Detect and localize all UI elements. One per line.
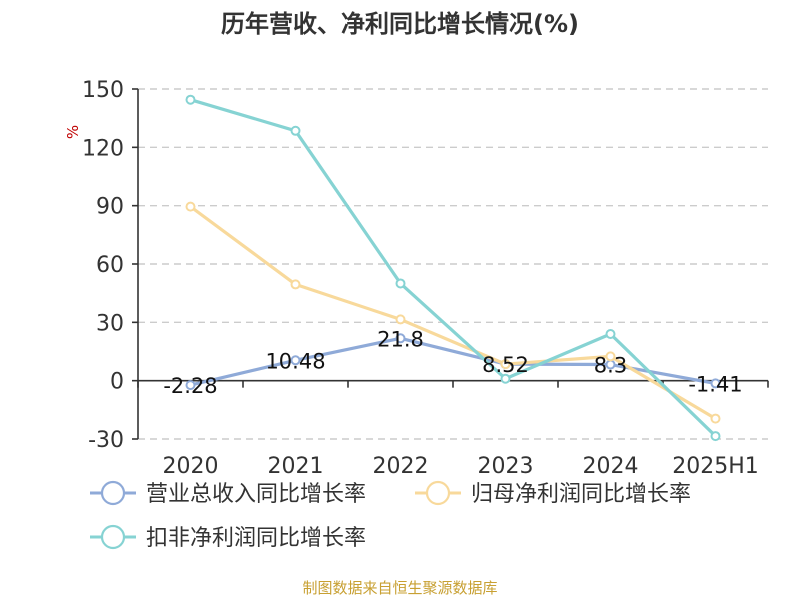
series-2 [185,94,721,442]
data-point [605,351,616,362]
data-point [710,378,721,389]
legend-marker [100,524,126,550]
x-tick-label: 2020 [163,454,219,479]
legend-item: 扣非净利润同比增长率 [90,524,366,551]
legend-item: 营业总收入同比增长率 [90,480,366,507]
y-tick-label: 60 [96,253,124,278]
data-point [185,201,196,212]
source-note: 制图数据来自恒生聚源数据库 [302,579,497,597]
x-tick-label: 2024 [583,454,639,479]
legend-label: 扣非净利润同比增长率 [146,526,366,551]
y-tick-label: 0 [110,370,124,395]
data-point [395,278,406,289]
data-label: 10.48 [265,349,325,373]
data-label: 21.8 [377,327,424,351]
data-label: -1.41 [688,372,742,396]
data-label: -2.28 [163,374,217,398]
data-labels: -2.28 10.48 21.8 8.52 8.3 -1.41 [163,327,742,398]
data-point [500,373,511,384]
x-tick-label: 2025H1 [672,454,759,479]
y-tick-label: 120 [82,136,124,161]
series-lines [185,94,721,442]
x-tick-label: 2021 [268,454,324,479]
data-point [290,125,301,136]
data-point [710,413,721,424]
legend-marker [425,480,451,506]
gridlines [132,88,768,440]
data-point [500,359,511,370]
data-point [185,94,196,105]
x-tick-labels: 2020 2021 2022 2023 2024 2025H1 [163,454,759,479]
chart-title: 历年营收、净利同比增长情况(%) [221,10,579,38]
series-line [189,205,717,420]
legend-label: 归母净利润同比增长率 [471,482,691,507]
x-tick-label: 2022 [373,454,429,479]
data-point [710,431,721,442]
data-point [290,279,301,290]
data-label: 8.3 [594,354,627,378]
x-tick-label: 2023 [478,454,534,479]
data-label: 8.52 [482,353,529,377]
data-point [290,355,301,366]
legend-item: 归母净利润同比增长率 [415,480,691,507]
legend-marker [100,480,126,506]
y-tick-label: 90 [96,195,124,220]
data-point [395,333,406,344]
y-tick-label: -30 [88,428,124,453]
axes [137,89,769,439]
y-tick-label: 150 [82,78,124,103]
data-point [395,314,406,325]
series-line [190,98,717,438]
series-1 [185,201,721,424]
y-tick-labels: 150 120 90 60 30 0 -30 [82,78,124,453]
data-point [185,380,196,391]
y-axis-unit: % [64,125,82,139]
y-tick-label: 30 [96,311,124,336]
legend-label: 营业总收入同比增长率 [146,482,366,507]
data-point [605,329,616,339]
